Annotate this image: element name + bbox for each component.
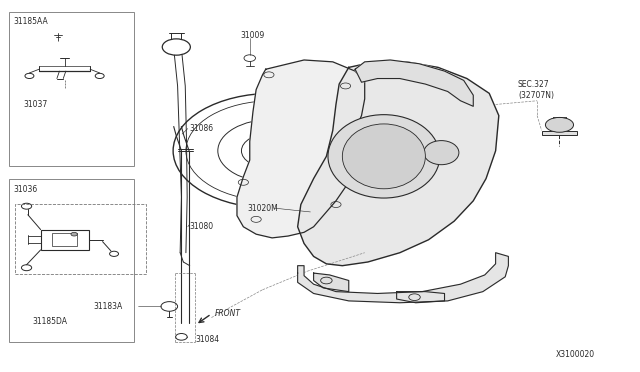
Bar [9,12,134,166]
Polygon shape [237,60,365,238]
Circle shape [258,142,286,159]
Text: 31009: 31009 [240,31,264,41]
Text: 31020M: 31020M [248,204,278,213]
Text: 31080: 31080 [189,222,213,231]
Text: 31086: 31086 [189,124,213,133]
Bar [541,131,577,135]
Bar [15,203,146,274]
Text: 31037: 31037 [23,100,47,109]
Polygon shape [298,253,508,303]
Ellipse shape [424,141,459,165]
Polygon shape [355,60,473,106]
Text: SEC.327: SEC.327 [518,80,550,89]
Ellipse shape [545,118,573,132]
Text: (32707N): (32707N) [518,91,554,100]
Polygon shape [314,273,349,292]
Text: 31185DA: 31185DA [33,317,68,326]
Ellipse shape [328,115,440,198]
Text: 31036: 31036 [13,185,38,194]
Ellipse shape [342,124,426,189]
Text: FRONT: FRONT [214,310,241,318]
Circle shape [71,232,77,236]
Text: 31185AA: 31185AA [13,17,48,26]
Polygon shape [298,62,499,266]
Bar [52,233,77,246]
Bar [40,230,88,250]
Text: 31084: 31084 [195,335,220,344]
Polygon shape [397,292,445,303]
Text: X3100020: X3100020 [556,350,595,359]
Bar [9,179,134,341]
Text: 31183A: 31183A [93,302,122,311]
